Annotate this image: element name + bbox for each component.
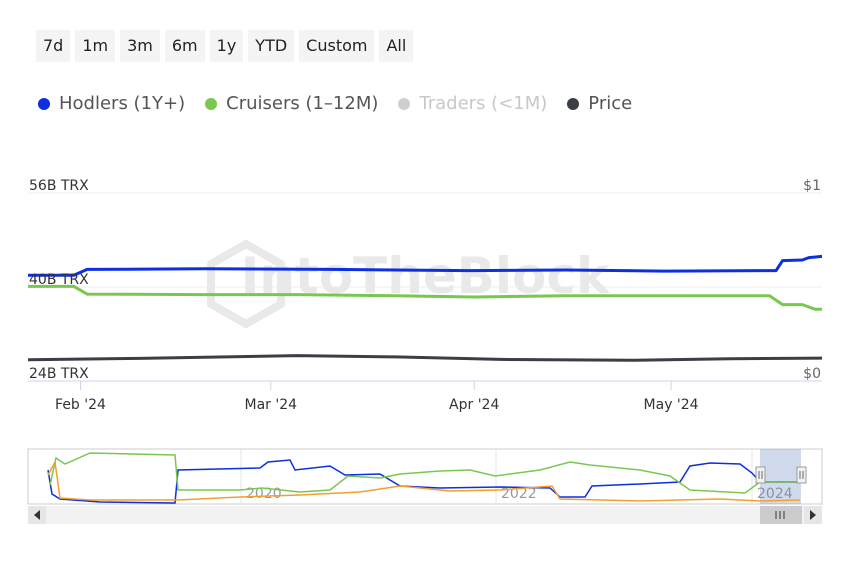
navigator-handle[interactable] [755,466,766,484]
range-button-ytd[interactable]: YTD [248,30,295,62]
range-button-1y[interactable]: 1y [209,30,244,62]
range-button-7d[interactable]: 7d [36,30,71,62]
navigator[interactable]: 2020 2022 2024 [27,448,823,524]
legend-label: Hodlers (1Y+) [59,93,186,114]
navigator-series [47,459,800,504]
series-line [27,354,823,362]
x-tick-label: Feb '24 [55,397,106,413]
legend: Hodlers (1Y+) Cruisers (1–12M) Traders (<1… [38,93,632,114]
legend-label: Cruisers (1–12M) [226,93,379,114]
y-tick-label-left: 40B TRX [29,272,89,288]
legend-dot-icon [205,97,218,110]
scrollbar-thumb[interactable] [760,506,802,524]
range-button-3m[interactable]: 3m [120,30,160,62]
navigator-year-label: 2024 [757,486,793,502]
legend-label: Price [588,93,633,114]
series-line [28,254,823,277]
series-line [28,284,822,311]
legend-item[interactable]: Traders (<1M) [398,93,547,114]
y-tick-label-left: 24B TRX [29,366,89,382]
range-selector: 7d 1m 3m 6m 1y YTD Custom All [36,30,414,62]
legend-dot-icon [398,97,411,110]
navigator-series [49,452,800,494]
navigator-selection[interactable] [760,449,801,504]
arrow-left-icon [34,510,40,520]
range-button-1m[interactable]: 1m [75,30,116,62]
x-tick-label: Mar '24 [245,397,298,413]
legend-dot-icon [38,97,50,110]
navigator-year-label: 2020 [246,486,282,502]
arrow-right-icon [810,510,816,520]
legend-item[interactable]: Hodlers (1Y+) [38,93,185,114]
x-tick-label: Apr '24 [449,397,499,413]
y-tick-label-right: $1 [803,178,821,194]
legend-dot-icon [567,97,580,110]
x-tick-label: May '24 [644,397,699,413]
watermark-logo-icon [207,239,285,329]
navigator-year-label: 2022 [501,486,537,502]
range-button-all[interactable]: All [379,30,414,62]
y-tick-label-left: 56B TRX [29,178,89,194]
scrollbar-track[interactable] [28,506,822,524]
range-button-6m[interactable]: 6m [164,30,205,62]
legend-item[interactable]: Price [567,93,632,114]
legend-item[interactable]: Cruisers (1–12M) [205,93,378,114]
legend-label: Traders (<1M) [419,93,548,114]
range-button-custom[interactable]: Custom [299,30,375,62]
y-tick-label-right: $0 [803,366,821,382]
navigator-series [47,459,801,502]
navigator-frame [27,448,823,505]
navigator-handle[interactable] [796,466,807,484]
